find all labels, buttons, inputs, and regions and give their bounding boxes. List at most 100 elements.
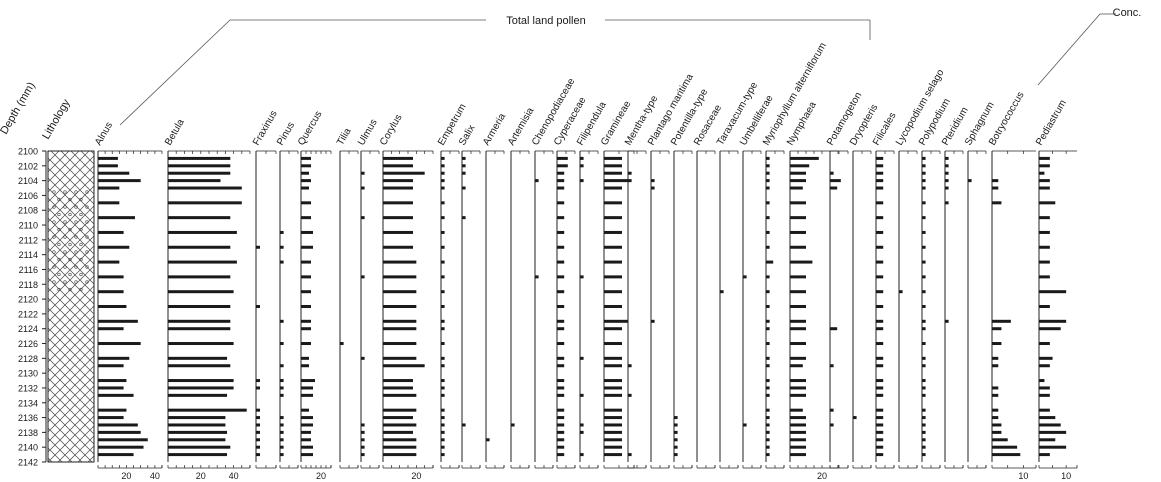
bar-fraxinus (256, 445, 260, 449)
bar-pediastrum (1039, 453, 1050, 457)
bar-filicales (876, 245, 884, 249)
bar-corylus (383, 438, 417, 442)
bar-polypodium (922, 216, 926, 220)
lithology-dot (85, 220, 89, 224)
panel-tilia: Tilia (335, 126, 359, 469)
bar-betula (168, 364, 231, 368)
panel-armeria: Armeria (481, 111, 508, 469)
bar-pinus (280, 430, 284, 434)
panel-corylus: 20 Corylus (378, 113, 434, 481)
depth-tick-label: 2122 (18, 309, 38, 319)
bar-potentilla-type (674, 445, 678, 449)
panel-tick-label: 10 (1061, 471, 1071, 481)
lithology-dot (74, 235, 78, 239)
bar-quercus (301, 171, 309, 175)
panel-tick-label: 20 (817, 471, 827, 481)
bar-alnus (98, 342, 141, 346)
bar-quercus (301, 430, 311, 434)
bar-empetrum (441, 393, 445, 397)
taxon-label: Pediastrum (1034, 98, 1069, 147)
bar-fraxinus (256, 386, 260, 390)
bar-salix (462, 171, 466, 175)
taxon-label: Corylus (378, 113, 404, 148)
bar-nymphaea (790, 275, 806, 279)
bar-filipendula (580, 356, 584, 360)
depth-tick-label: 2134 (18, 398, 38, 408)
bar-corylus (383, 327, 417, 331)
bar-polypodium (922, 379, 926, 383)
bar-empetrum (441, 327, 445, 331)
bar-betula (168, 342, 234, 346)
bar-alnus (98, 408, 127, 412)
bar-alnus (98, 260, 120, 264)
bar-nymphaea (790, 386, 806, 390)
bar-potentilla-type (674, 430, 678, 434)
bar-betula (168, 408, 247, 412)
bar-polypodium (922, 356, 926, 360)
bar-gramineae (604, 445, 622, 449)
bar-cyperaceae (557, 379, 565, 383)
bar-pinus (280, 423, 284, 427)
bar-nymphaea (790, 179, 806, 183)
lithology-dot (74, 265, 78, 269)
bar-ulmus (361, 186, 365, 190)
bar-empetrum (441, 438, 445, 442)
bar-polypodium (922, 327, 926, 331)
bar-gramineae (604, 393, 622, 397)
bar-quercus (301, 290, 311, 294)
bar-myriophyllum-alterniflorum (766, 342, 770, 346)
panel-plantago-maritima: Plantago maritima (646, 72, 696, 469)
bar-cyperaceae (557, 305, 565, 308)
bar-empetrum (441, 445, 445, 449)
bar-betula (168, 416, 226, 420)
bar-gramineae (604, 327, 622, 331)
taxon-label: Quercus (296, 109, 324, 147)
bar-alnus (98, 230, 124, 234)
bar-gramineae (604, 319, 628, 323)
bar-cyperaceae (557, 186, 565, 190)
bar-mentha-type (628, 179, 632, 183)
bar-empetrum (441, 230, 445, 234)
bar-myriophyllum-alterniflorum (766, 305, 770, 308)
depth-tick-label: 2126 (18, 339, 38, 349)
taxon-label: Ulmus (356, 117, 380, 147)
bar-potamogeton (830, 186, 838, 190)
lithology-dot (57, 227, 61, 232)
bar-nymphaea (790, 164, 810, 168)
bar-gramineae (604, 430, 622, 434)
bar-cyperaceae (557, 216, 565, 220)
bar-corylus (383, 179, 413, 183)
bar-ulmus (361, 445, 365, 449)
bar-betula (168, 201, 242, 205)
bar-pinus (280, 379, 284, 383)
lithology-dot (85, 250, 89, 254)
bar-cyperaceae (557, 179, 565, 183)
panel-gramineae: Gramineae (599, 99, 635, 469)
bar-filicales (876, 445, 884, 449)
bar-pediastrum (1039, 356, 1053, 360)
lithology-dot (68, 272, 72, 277)
bar-gramineae (604, 408, 622, 412)
lithology-dot (52, 250, 56, 254)
bar-mentha-type (628, 393, 632, 397)
lithology-dot (52, 220, 56, 224)
bar-botryococcus (992, 342, 1002, 346)
bar-quercus (301, 230, 313, 234)
bar-polypodium (922, 201, 926, 205)
bar-ulmus (361, 438, 365, 442)
bar-betula (168, 445, 231, 449)
bar-filicales (876, 156, 884, 160)
bar-pediastrum (1039, 416, 1056, 420)
bar-gramineae (604, 260, 622, 264)
bar-pinus (280, 245, 284, 249)
bar-cyperaceae (557, 438, 565, 442)
bar-potentilla-type (674, 423, 678, 427)
panel-filicales: Filicales (871, 111, 899, 469)
bar-pediastrum (1039, 260, 1050, 264)
panel-salix: Salix (457, 123, 481, 469)
bar-pediastrum (1039, 364, 1050, 368)
bar-gramineae (604, 438, 622, 442)
bar-quercus (301, 201, 311, 205)
bar-alnus (98, 386, 124, 390)
bar-ulmus (361, 275, 365, 279)
